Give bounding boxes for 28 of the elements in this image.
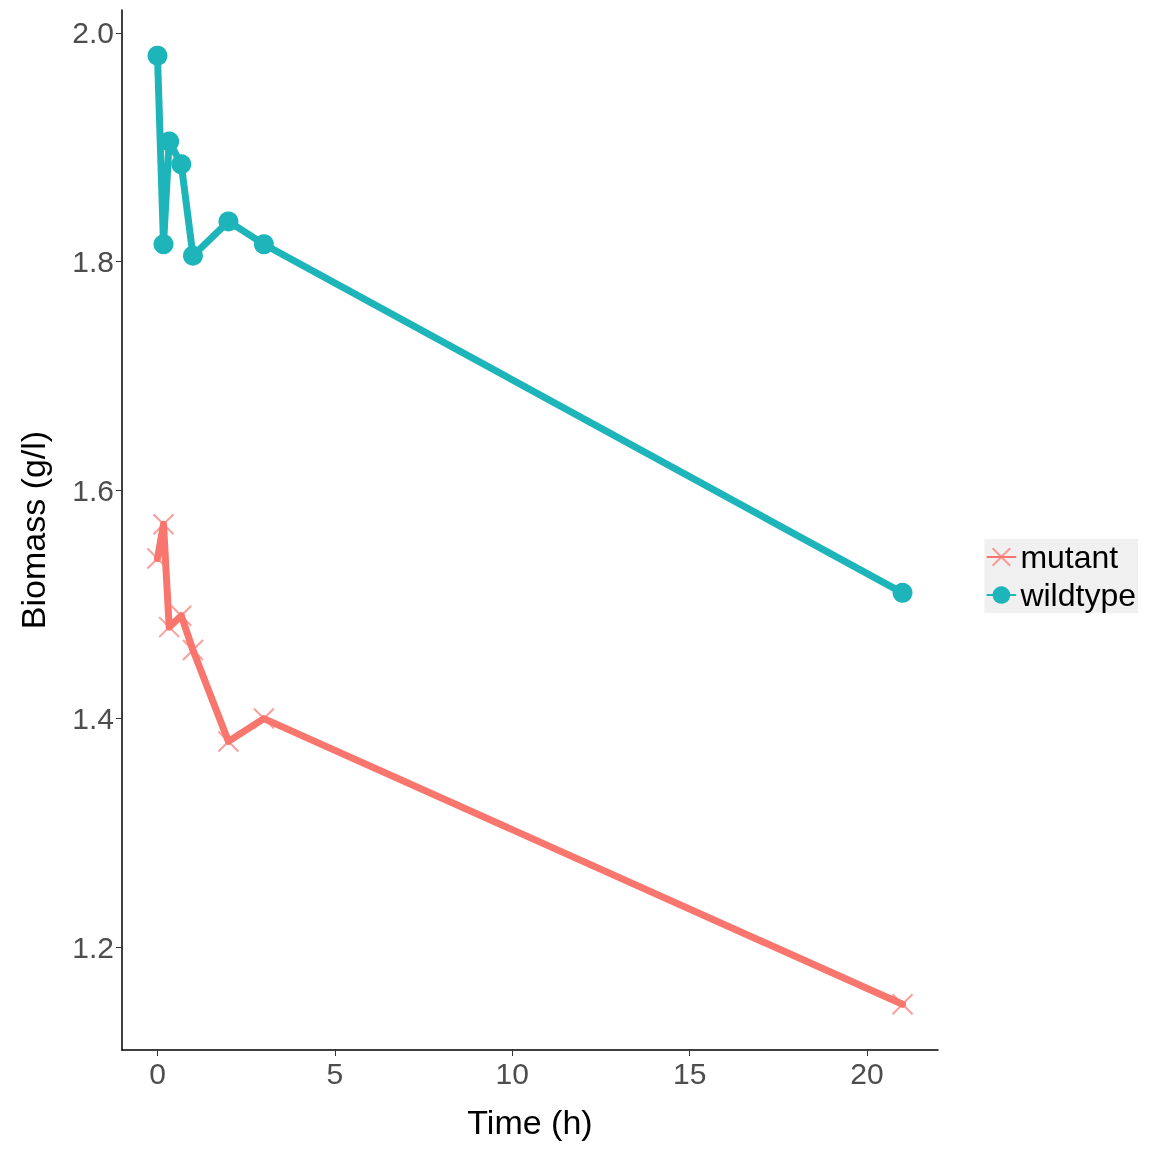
- point: [152, 513, 175, 536]
- y-tick-label: 1.6: [72, 473, 114, 507]
- x-axis-title: Time (h): [467, 1103, 593, 1141]
- point: [153, 234, 174, 255]
- point: [252, 707, 275, 730]
- x-tick-label: 5: [326, 1056, 344, 1090]
- y-tick-label: 1.4: [72, 702, 114, 736]
- x-tick-label: 0: [149, 1056, 166, 1090]
- legend-label: wildtype: [1019, 577, 1136, 613]
- point: [218, 211, 239, 232]
- y-tick-label: 1.2: [72, 930, 114, 964]
- y-axis-title: Biomass (g/l): [14, 430, 52, 630]
- x-tick-label: 20: [850, 1056, 884, 1090]
- point: [171, 154, 192, 175]
- point: [158, 616, 181, 639]
- point: [253, 234, 274, 255]
- point: [892, 582, 913, 603]
- point: [891, 993, 914, 1016]
- legend-label: mutant: [1020, 539, 1119, 575]
- x-tick-label: 15: [672, 1056, 707, 1090]
- y-tick-label: 2.0: [72, 16, 114, 50]
- point: [181, 639, 204, 661]
- point: [170, 604, 193, 627]
- point: [217, 730, 240, 753]
- y-tick-label: 1.8: [72, 244, 114, 278]
- point: [147, 45, 168, 66]
- x-tick-label: 10: [495, 1056, 529, 1090]
- point: [182, 245, 203, 266]
